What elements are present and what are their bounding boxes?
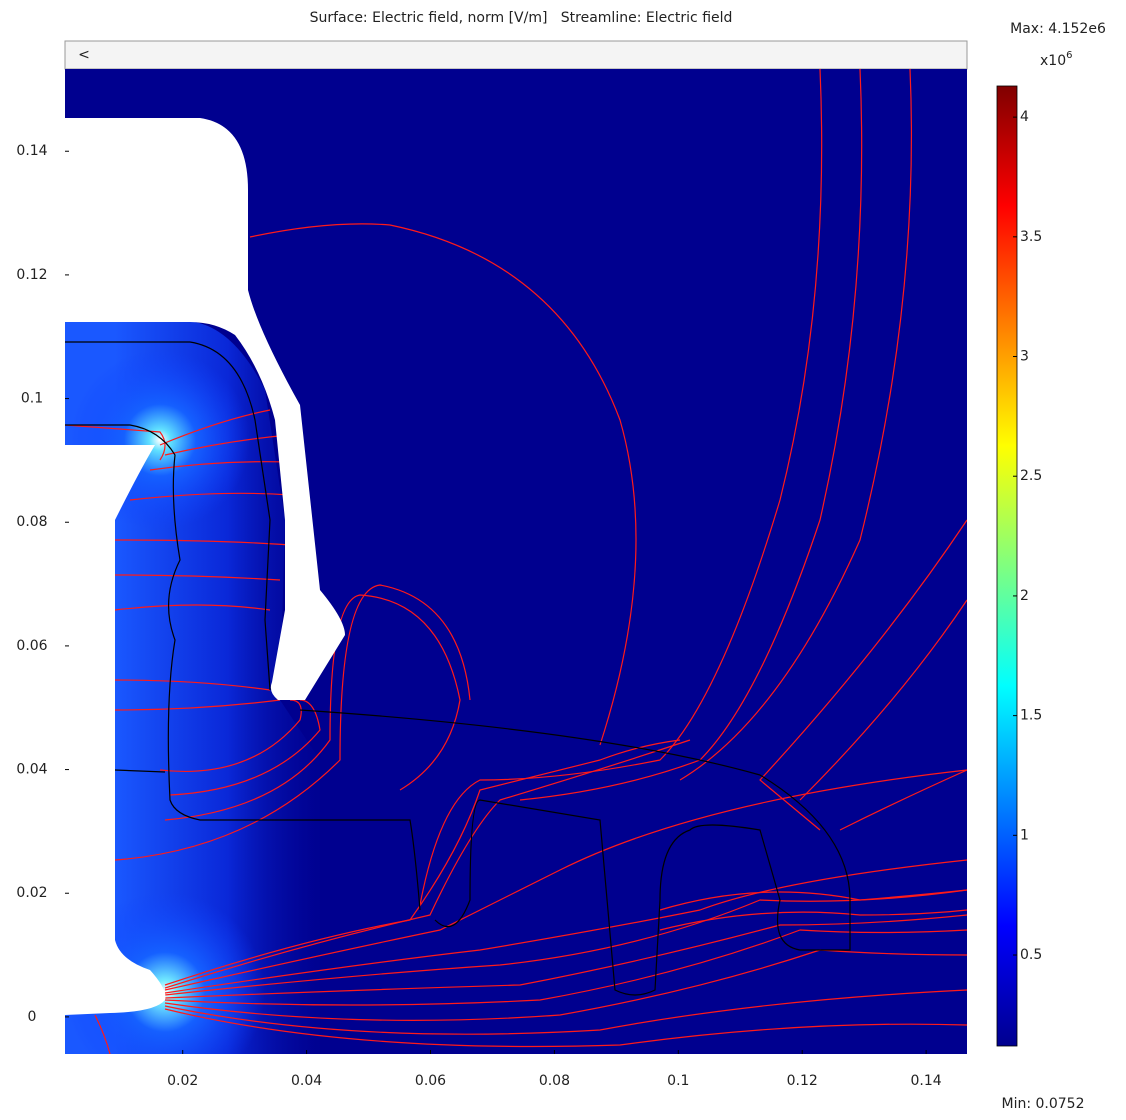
y-tick-label: 0.1 [21, 391, 43, 407]
max-label: Max: 4.152e6 [1010, 21, 1106, 37]
plot-area [65, 69, 967, 1054]
multiplier-base: x10 [1040, 53, 1066, 69]
scroll-bar[interactable]: < [64, 40, 968, 70]
colorbar-tick-label: 1 [1020, 827, 1029, 843]
y-tick-label: 0.04 [16, 762, 47, 778]
colorbar-tick-label: 2 [1020, 588, 1029, 604]
y-tick-label: 0.08 [16, 514, 47, 530]
colorbar-tick-label: 1.5 [1020, 708, 1042, 724]
scroll-track [64, 40, 968, 70]
colorbar-tick-label: 3.5 [1020, 229, 1042, 245]
x-tick-label: 0.14 [911, 1073, 942, 1089]
y-tick-label: 0.02 [16, 885, 47, 901]
y-tick-label: 0.12 [16, 267, 47, 283]
plot-title: Surface: Electric field, norm [V/m] Stre… [310, 10, 733, 26]
colorbar [996, 85, 1018, 1047]
y-tick-label: 0.06 [16, 638, 47, 654]
x-tick-label: 0.1 [667, 1073, 689, 1089]
scroll-arrow[interactable]: < [78, 47, 90, 63]
colorbar-tick-label: 0.5 [1020, 947, 1042, 963]
x-tick-label: 0.12 [787, 1073, 818, 1089]
upper-electrode [65, 118, 345, 700]
boundaries [65, 341, 851, 996]
lower-electrode [65, 445, 166, 1015]
min-label: Min: 0.0752 [1002, 1096, 1085, 1112]
colorbar-tick-label: 3 [1020, 349, 1029, 365]
colorbar-multiplier: x106 [1040, 50, 1072, 69]
colorbar-tick-label: 4 [1020, 109, 1029, 125]
streamlines [65, 69, 967, 1054]
colorbar-tick-label: 2.5 [1020, 468, 1042, 484]
x-tick-label: 0.06 [415, 1073, 446, 1089]
x-tick-label: 0.02 [167, 1073, 198, 1089]
x-tick-label: 0.04 [291, 1073, 322, 1089]
field-glow [65, 892, 265, 1054]
multiplier-exponent: 6 [1066, 50, 1072, 61]
y-tick-label: 0.14 [16, 143, 47, 159]
x-tick-label: 0.08 [539, 1073, 570, 1089]
y-tick-label: 0 [28, 1009, 37, 1025]
